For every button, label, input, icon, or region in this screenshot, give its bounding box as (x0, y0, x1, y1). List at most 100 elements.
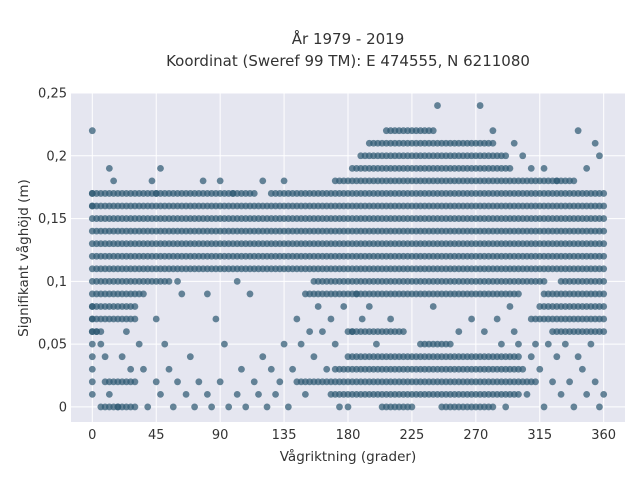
data-point (105, 390, 113, 398)
data-point (88, 303, 96, 310)
data-point (373, 340, 380, 348)
data-point (596, 152, 603, 160)
data-point (519, 365, 527, 373)
y-tick-label: 0,05 (38, 338, 67, 353)
data-point (284, 403, 292, 411)
data-point (502, 152, 510, 160)
data-point (319, 328, 326, 335)
data-point (570, 403, 578, 411)
data-point (510, 328, 518, 335)
x-axis-title: Vågriktning (grader) (280, 448, 417, 465)
data-point (600, 290, 608, 298)
data-point (221, 340, 228, 348)
data-point (489, 403, 497, 411)
data-point (289, 365, 296, 373)
data-point (600, 202, 608, 210)
data-point (203, 390, 211, 398)
data-point (148, 177, 156, 185)
y-axis-ticks: 0 0,05 0,1 0,15 0,2 0,25 (38, 87, 67, 416)
data-point (216, 177, 224, 185)
data-point (446, 340, 454, 348)
data-point (532, 378, 539, 386)
data-point (519, 152, 527, 160)
data-point (498, 340, 505, 348)
data-point (140, 365, 147, 373)
x-tick-label: 45 (148, 428, 165, 443)
data-point (229, 190, 237, 197)
data-point (182, 390, 190, 398)
data-point (238, 365, 245, 373)
data-point (199, 177, 207, 185)
x-tick-label: 0 (88, 428, 96, 443)
data-point (242, 403, 250, 411)
data-point (600, 328, 608, 335)
data-point (600, 227, 608, 235)
data-point (480, 328, 488, 335)
data-point (506, 303, 514, 310)
data-point (280, 177, 288, 185)
data-point (327, 315, 335, 323)
data-point (515, 290, 522, 298)
data-point (468, 315, 475, 323)
y-tick-label: 0,15 (38, 212, 67, 227)
data-point (225, 403, 233, 411)
data-point (110, 177, 118, 185)
data-point (93, 328, 100, 335)
data-point (358, 315, 366, 323)
data-point (174, 378, 181, 386)
data-point (97, 340, 105, 348)
data-point (510, 139, 518, 147)
data-point (574, 353, 582, 361)
data-point (314, 303, 322, 310)
data-point (101, 353, 109, 361)
data-point (88, 127, 96, 135)
data-point (208, 403, 216, 411)
data-point (591, 139, 599, 147)
y-tick-label: 0,2 (46, 149, 67, 164)
data-point (259, 353, 267, 361)
data-point (165, 277, 173, 285)
x-tick-label: 180 (336, 428, 361, 443)
data-point (476, 102, 484, 109)
data-point (131, 403, 139, 411)
data-point (527, 353, 535, 361)
x-tick-label: 360 (591, 428, 616, 443)
data-point (600, 240, 608, 248)
x-axis-ticks: 0 45 90 135 180 225 270 315 360 (88, 428, 616, 443)
data-point (178, 290, 186, 298)
data-point (191, 403, 198, 411)
data-point (600, 315, 608, 323)
data-point (212, 315, 220, 323)
data-point (502, 403, 510, 411)
data-point (88, 353, 96, 361)
data-point (88, 190, 96, 197)
data-point (216, 378, 224, 386)
data-point (493, 315, 501, 323)
data-point (434, 102, 441, 109)
data-point (340, 303, 348, 310)
data-point (527, 164, 535, 172)
data-point (140, 290, 147, 298)
data-point (301, 390, 309, 398)
data-point (523, 390, 531, 398)
data-point (536, 365, 544, 373)
data-point (578, 365, 586, 373)
data-point (152, 190, 160, 197)
data-point (293, 315, 301, 323)
y-tick-label: 0 (59, 400, 67, 415)
data-point (540, 403, 548, 411)
data-point (544, 340, 552, 348)
data-point (310, 353, 318, 361)
data-point (549, 378, 556, 386)
data-point (506, 164, 514, 172)
data-point (88, 315, 96, 323)
data-point (131, 303, 139, 310)
data-point (203, 290, 211, 298)
data-point (195, 378, 203, 386)
data-point (255, 390, 262, 398)
y-tick-label: 0,25 (38, 87, 67, 102)
data-point (233, 277, 241, 285)
data-point (570, 177, 578, 185)
data-point (127, 365, 135, 373)
